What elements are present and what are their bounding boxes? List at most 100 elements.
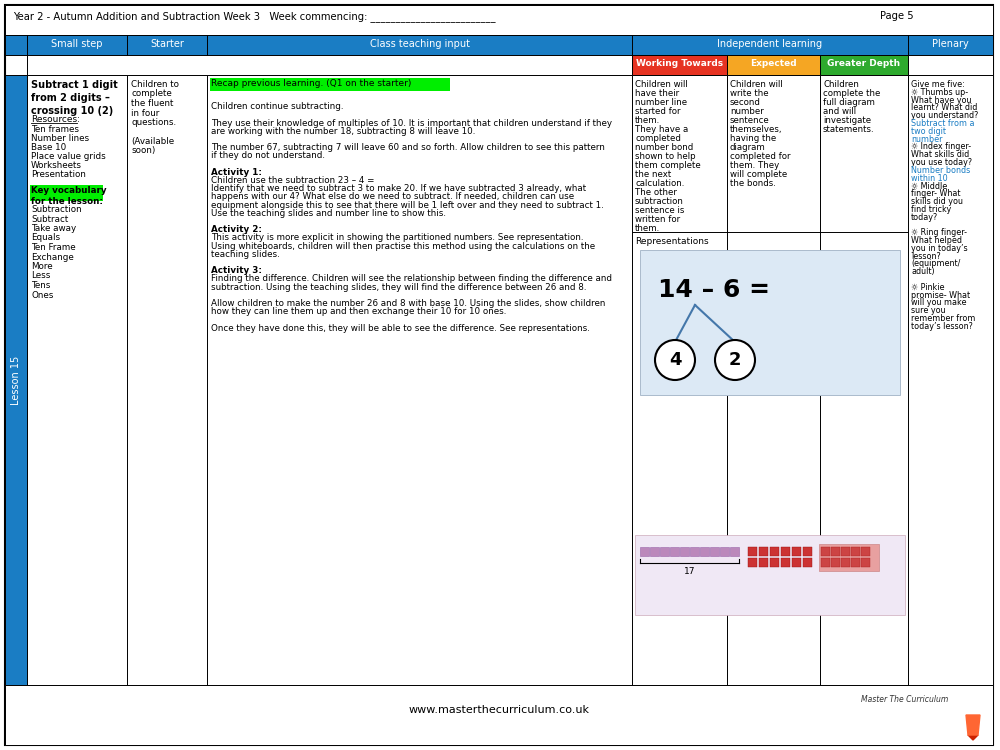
Text: shown to help: shown to help	[635, 152, 696, 161]
Text: Less: Less	[31, 272, 50, 280]
Text: Take away: Take away	[31, 224, 76, 233]
Bar	[821, 558, 830, 567]
Text: 4: 4	[669, 351, 681, 369]
Text: will you make: will you make	[911, 298, 966, 307]
Text: learnt? What did: learnt? What did	[911, 104, 977, 112]
Bar	[770, 558, 779, 567]
Text: The number 67, subtracting 7 will leave 60 and so forth. Allow children to see t: The number 67, subtracting 7 will leave …	[211, 143, 605, 152]
Text: 2: 2	[729, 351, 741, 369]
Text: have their: have their	[635, 89, 679, 98]
Bar	[30, 185, 103, 201]
Text: ☼ Middle: ☼ Middle	[911, 182, 947, 190]
Text: Tens: Tens	[31, 281, 50, 290]
Text: What helped: What helped	[911, 236, 962, 245]
Text: themselves,: themselves,	[730, 125, 782, 134]
Bar	[781, 558, 790, 567]
Text: subtraction: subtraction	[635, 197, 684, 206]
Bar	[792, 547, 801, 556]
Text: Finding the difference. Children will see the relationship between finding the d: Finding the difference. Children will se…	[211, 274, 612, 284]
Text: full diagram: full diagram	[823, 98, 875, 107]
Text: teaching slides.: teaching slides.	[211, 250, 280, 259]
Text: The other: The other	[635, 188, 677, 197]
Bar	[851, 547, 860, 556]
Text: and will: and will	[823, 107, 856, 116]
Text: Equals: Equals	[31, 233, 60, 242]
Text: Starter: Starter	[150, 39, 184, 49]
Bar	[690, 547, 699, 556]
Text: Activity 2:: Activity 2:	[211, 225, 262, 234]
Bar	[5, 35, 993, 55]
Bar	[207, 75, 632, 685]
Text: number: number	[730, 107, 764, 116]
Text: Representations: Representations	[635, 237, 709, 246]
Bar	[720, 547, 729, 556]
Text: This activity is more explicit in showing the partitioned numbers. See represent: This activity is more explicit in showin…	[211, 233, 584, 242]
Bar	[861, 547, 870, 556]
Polygon shape	[966, 715, 980, 735]
Text: are working with the number 18, subtracting 8 will leave 10.: are working with the number 18, subtract…	[211, 127, 475, 136]
Polygon shape	[968, 735, 978, 740]
Bar	[851, 558, 860, 567]
Bar	[127, 75, 207, 685]
Text: 17: 17	[684, 567, 696, 576]
Text: soon): soon)	[131, 146, 155, 155]
Text: calculation.: calculation.	[635, 179, 684, 188]
Text: Page 5: Page 5	[880, 11, 914, 21]
Text: them.: them.	[635, 116, 660, 125]
Text: Number lines: Number lines	[31, 134, 89, 143]
Text: Place value grids: Place value grids	[31, 152, 106, 161]
Text: Base 10: Base 10	[31, 143, 66, 152]
Text: find tricky: find tricky	[911, 205, 951, 214]
Bar	[680, 547, 689, 556]
Text: Give me five:: Give me five:	[911, 80, 965, 89]
Text: Identify that we need to subtract 3 to make 20. If we have subtracted 3 already,: Identify that we need to subtract 3 to m…	[211, 184, 586, 194]
Text: lesson?: lesson?	[911, 251, 941, 260]
Text: What skills did: What skills did	[911, 150, 969, 159]
Text: Children use the subtraction 23 – 4 =: Children use the subtraction 23 – 4 =	[211, 176, 374, 185]
Text: second: second	[730, 98, 761, 107]
Bar	[908, 55, 993, 75]
Text: Number bonds: Number bonds	[911, 166, 970, 175]
Text: complete the: complete the	[823, 89, 880, 98]
Bar	[670, 547, 679, 556]
Text: Allow children to make the number 26 and 8 with base 10. Using the slides, show : Allow children to make the number 26 and…	[211, 299, 605, 308]
Bar	[759, 558, 768, 567]
Bar	[5, 75, 27, 685]
Text: the next: the next	[635, 170, 671, 179]
Text: you understand?: you understand?	[911, 111, 978, 120]
Bar	[660, 547, 669, 556]
Text: number bond: number bond	[635, 143, 693, 152]
Text: completed for: completed for	[730, 152, 790, 161]
Bar	[831, 547, 840, 556]
Text: in four: in four	[131, 109, 159, 118]
Bar	[841, 558, 850, 567]
Bar	[727, 75, 820, 685]
Text: Expected: Expected	[750, 59, 797, 68]
Text: if they do not understand.: if they do not understand.	[211, 152, 325, 160]
Text: ☼ Index finger-: ☼ Index finger-	[911, 142, 971, 152]
Text: Master The Curriculum: Master The Curriculum	[861, 695, 948, 704]
Bar	[635, 535, 905, 615]
Text: Plenary: Plenary	[932, 39, 969, 49]
Text: Children continue subtracting.: Children continue subtracting.	[211, 102, 344, 111]
Text: number line: number line	[635, 98, 687, 107]
Bar	[700, 547, 709, 556]
Text: having the: having the	[730, 134, 776, 143]
Text: two digit: two digit	[911, 127, 946, 136]
Text: statements.: statements.	[823, 125, 875, 134]
Text: number: number	[911, 134, 942, 143]
Bar	[650, 547, 659, 556]
Text: Use the teaching slides and number line to show this.: Use the teaching slides and number line …	[211, 209, 446, 218]
Bar	[27, 75, 127, 685]
Text: diagram: diagram	[730, 143, 766, 152]
Bar	[640, 547, 649, 556]
Text: you use today?: you use today?	[911, 158, 972, 167]
Text: written for: written for	[635, 215, 680, 224]
Text: started for: started for	[635, 107, 680, 116]
Bar	[820, 55, 908, 75]
Bar	[27, 55, 632, 75]
Text: the fluent: the fluent	[131, 99, 173, 108]
Bar	[727, 55, 820, 75]
Bar	[748, 558, 757, 567]
Bar	[841, 547, 850, 556]
